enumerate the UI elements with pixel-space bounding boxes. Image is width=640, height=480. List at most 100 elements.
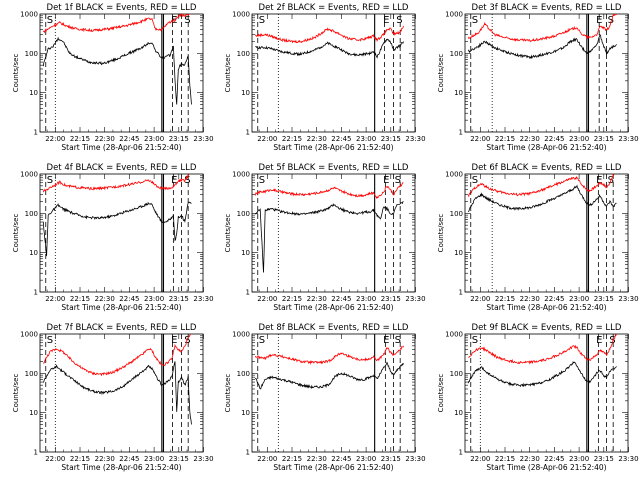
x-tick-label: 22:30	[520, 455, 540, 463]
x-tick-label: 22:45	[544, 295, 564, 303]
y-axis-label: Counts/sec	[437, 54, 445, 93]
x-tick-label: 23:30	[405, 295, 425, 303]
x-tick-label: 22:00	[45, 135, 65, 143]
y-tick-label: 10	[241, 409, 250, 417]
marker-label-s: S	[259, 175, 265, 186]
chart-title: Det 9f BLACK = Events, RED = LLD	[472, 323, 622, 333]
marker-label-e: E	[596, 175, 602, 186]
y-tick-label: 10	[454, 249, 463, 257]
y-tick-label: 1	[459, 449, 463, 457]
x-tick-label: 23:30	[618, 295, 638, 303]
x-tick-label: 22:15	[70, 455, 90, 463]
y-tick-label: 1	[459, 289, 463, 297]
chart-panel-9: Det 9f BLACK = Events, RED = LLD 1 10 100 10…	[437, 323, 639, 472]
x-tick-label: 22:45	[119, 135, 139, 143]
chart-panel-6: Det 6f BLACK = Events, RED = LLD 1 10 100 10…	[437, 163, 639, 312]
x-tick-label: 23:15	[594, 135, 614, 143]
x-axis-label: Start Time (28-Apr-06 21:52:40)	[273, 463, 393, 472]
x-tick-label: 23:00	[569, 135, 589, 143]
chart-panel-8: Det 8f BLACK = Events, RED = LLD 1 10 100 10…	[224, 323, 426, 472]
x-tick-label: 22:00	[470, 455, 490, 463]
plot-frame	[464, 333, 629, 453]
plot-frame	[464, 173, 629, 293]
y-axis-label: Counts/sec	[12, 54, 20, 93]
marker-label-s: S	[395, 335, 401, 346]
y-tick-label: 1	[34, 129, 38, 137]
marker-label-s: S	[395, 175, 401, 186]
x-tick-label: 22:15	[495, 135, 515, 143]
x-tick-label: 22:45	[331, 455, 351, 463]
x-tick-label: 23:00	[144, 295, 164, 303]
y-tick-label: 1	[34, 449, 38, 457]
series-lld	[468, 334, 617, 365]
marker-label-s: S	[472, 335, 478, 346]
series-events	[467, 184, 617, 213]
x-axis-label: Start Time (28-Apr-06 21:52:40)	[61, 303, 181, 312]
chart-panel-1: Det 1f BLACK = Events, RED = LLD 1 10 100 10…	[12, 3, 214, 152]
y-axis-label: Counts/sec	[224, 54, 232, 93]
y-tick-label: 100	[450, 50, 463, 58]
marker-label-s: S	[184, 175, 190, 186]
series-events	[42, 36, 192, 105]
x-tick-label: 22:00	[257, 455, 277, 463]
x-tick-label: 23:15	[169, 455, 189, 463]
plot-frame	[251, 13, 416, 133]
y-axis-label: Counts/sec	[437, 374, 445, 413]
chart-panel-7: Det 7f BLACK = Events, RED = LLD 1 10 100 10…	[12, 323, 214, 472]
x-tick-label: 23:30	[618, 135, 638, 143]
y-tick-label: 1	[34, 289, 38, 297]
x-tick-label: 23:00	[144, 135, 164, 143]
marker-label-s: S	[47, 175, 53, 186]
marker-label-e: E	[596, 15, 602, 26]
y-axis-label: Counts/sec	[12, 374, 20, 413]
series-lld	[467, 174, 615, 198]
y-tick-label: 10	[241, 89, 250, 97]
x-axis-label: Start Time (28-Apr-06 21:52:40)	[486, 143, 606, 152]
x-tick-label: 23:15	[594, 295, 614, 303]
x-tick-label: 22:15	[70, 135, 90, 143]
x-tick-label: 22:15	[495, 295, 515, 303]
x-tick-label: 23:00	[356, 295, 376, 303]
x-tick-label: 22:15	[70, 295, 90, 303]
x-tick-label: 22:30	[520, 135, 540, 143]
x-tick-label: 23:15	[169, 135, 189, 143]
series-lld	[254, 182, 404, 200]
y-tick-label: 1000	[445, 171, 463, 179]
y-tick-label: 10	[29, 89, 38, 97]
x-tick-label: 22:45	[119, 295, 139, 303]
y-axis-label: Counts/sec	[437, 214, 445, 253]
series-events	[467, 33, 617, 60]
y-tick-label: 1000	[445, 11, 463, 19]
y-tick-label: 100	[25, 370, 38, 378]
series-lld	[42, 334, 192, 377]
plot-frame	[251, 333, 416, 453]
marker-label-s: S	[47, 15, 53, 26]
chart-title: Det 4f BLACK = Events, RED = LLD	[47, 163, 197, 173]
x-tick-label: 22:30	[520, 295, 540, 303]
x-tick-label: 22:00	[257, 295, 277, 303]
x-tick-label: 22:45	[331, 135, 351, 143]
plot-frame	[39, 173, 204, 293]
x-axis-label: Start Time (28-Apr-06 21:52:40)	[486, 303, 606, 312]
series-events	[254, 201, 404, 273]
series-events	[254, 361, 404, 390]
y-tick-label: 10	[241, 249, 250, 257]
y-axis-label: Counts/sec	[224, 214, 232, 253]
chart-panel-3: Det 3f BLACK = Events, RED = LLD 1 10 100 10…	[437, 3, 639, 152]
series-events	[467, 361, 617, 388]
marker-label-e: E	[383, 175, 389, 186]
series-lld	[254, 345, 404, 365]
x-axis-label: Start Time (28-Apr-06 21:52:40)	[486, 463, 606, 472]
x-tick-label: 22:15	[282, 135, 302, 143]
series-lld	[43, 14, 192, 34]
chart-title: Det 3f BLACK = Events, RED = LLD	[472, 3, 622, 13]
chart-title: Det 5f BLACK = Events, RED = LLD	[259, 163, 409, 173]
y-tick-label: 10	[454, 89, 463, 97]
x-tick-label: 23:15	[594, 455, 614, 463]
marker-label-s: S	[184, 15, 190, 26]
y-tick-label: 100	[237, 210, 250, 218]
marker-label-s: S	[472, 175, 478, 186]
x-tick-label: 22:30	[307, 455, 327, 463]
x-tick-label: 23:00	[356, 455, 376, 463]
